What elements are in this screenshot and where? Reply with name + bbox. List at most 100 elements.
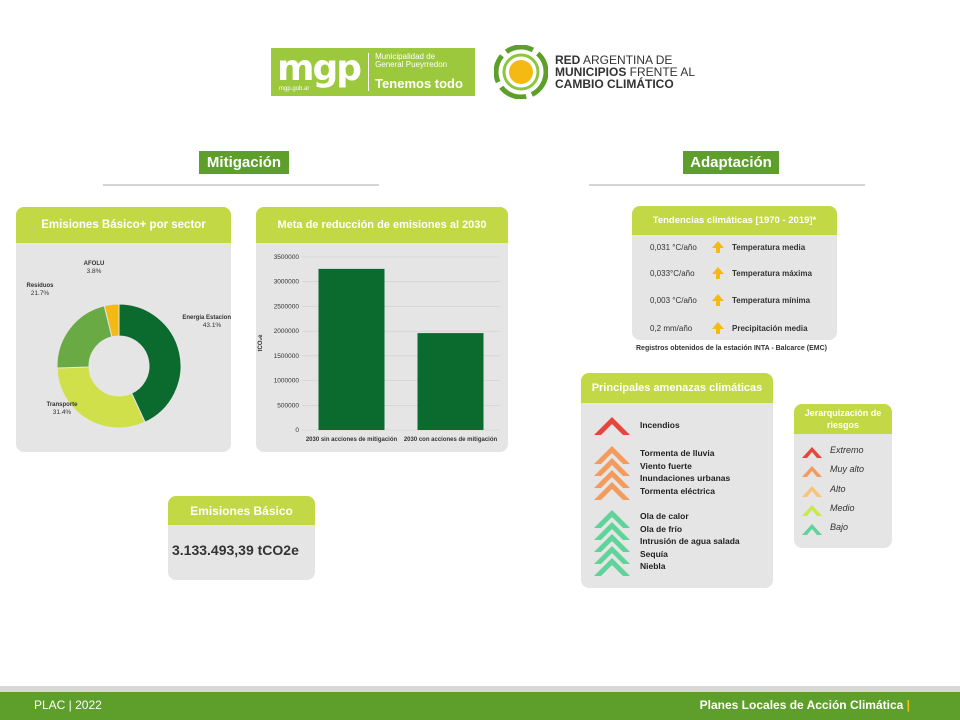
tendencias-card: Tendencias climáticas [1970 - 2019]* 0,0… [632,206,837,340]
section-divider [589,184,865,186]
threat-item: Viento fuerte [640,460,692,471]
donut-slice-value: 3.8% [87,268,102,275]
y-tick-label: 0 [295,427,299,434]
donut-chart: Energía Estacionaria43.1% Transporte31.4%… [26,261,231,429]
bar-card-title: Meta de reducción de emisiones al 2030 [256,207,508,243]
chevron-up-icon [594,482,630,500]
mgp-muni-line1: Municipalidad de [375,52,436,61]
donut-card-title: Emisiones Básico+ por sector [16,207,231,243]
chevron-up-icon [802,524,822,535]
threat-item: Tormenta eléctrica [640,485,715,496]
trend-name: Temperatura media [732,243,806,252]
legend-item: Medio [802,503,855,519]
chevron-up-icon [802,466,822,477]
threat-item: Incendios [640,420,680,430]
chevron-up-icon [594,558,630,576]
legend-label: Muy alto [830,464,865,474]
footer-right-text: Planes Locales de Acción Climática | [699,698,910,712]
bar-card: Meta de reducción de emisiones al 2030 0… [256,207,508,452]
legend-label: Alto [830,484,846,494]
trend-value: 0,031 °C/año [650,243,697,252]
y-axis-label: tCO₂e [258,334,264,352]
y-tick-label: 2000000 [274,328,300,335]
trend-name: Temperatura mínima [732,296,811,305]
section-title-mitigacion: Mitigación [199,151,289,174]
donut-slice-value: 31.4% [53,409,72,416]
legend-item: Bajo [802,522,848,538]
legend-item: Alto [802,484,846,500]
chevron-up-icon [802,486,822,497]
mgp-muni-line2: General Pueyrredon [375,60,448,69]
y-tick-label: 3000000 [274,279,300,286]
legend-item: Muy alto [802,464,864,480]
threat-group-extremo: Incendios [640,419,680,432]
donut-slice [56,366,146,429]
trend-name: Temperatura máxima [732,269,812,278]
tendencias-note: Registros obtenidos de la estación INTA … [636,345,827,352]
chevron-up-icon [594,417,630,435]
section-divider [103,184,379,186]
trend-row: 0,003 °C/año Temperatura mínima [632,294,837,308]
bar [318,268,385,430]
x-tick-label: 2030 con acciones de mitigación [404,437,498,443]
basico-card: Emisiones Básico 3.133.493,39 tCO2e [168,496,315,580]
donut-card: Emisiones Básico+ por sector Energía Est… [16,207,231,452]
donut-slice-label: AFOLU [84,261,105,267]
arrow-up-icon [712,267,724,279]
y-tick-label: 3500000 [274,254,300,261]
jerarquia-card: Jerarquización de riesgos Extremo Muy alt… [794,404,892,548]
threat-item: Inundaciones urbanas [640,473,731,483]
chevron-up-icon [594,546,630,564]
ram-logo-icon [494,45,548,99]
y-tick-label: 1500000 [274,353,300,360]
chevron-up-icon [594,510,630,528]
chevron-up-icon [802,447,822,458]
tendencias-card-title: Tendencias climáticas [1970 - 2019]* [632,206,837,235]
jerarquia-card-title: Jerarquización de riesgos [794,404,892,434]
basico-value: 3.133.493,39 tCO2e [172,542,299,558]
footer: PLAC | 2022 Planes Locales de Acción Cli… [0,692,960,720]
donut-slice-label: Transporte [46,402,78,408]
chevron-up-icon [802,505,822,516]
donut-slice-label: Residuos [26,283,54,289]
trend-value: 0,003 °C/año [650,296,697,305]
threat-group-muy-alto: Tormenta de lluvia Viento fuerte Inundacio… [640,447,730,497]
chevron-up-icon [594,470,630,488]
chevron-up-icon [594,534,630,552]
mgp-logo-url: mgp.gob.ar [279,86,310,92]
donut-slice [56,305,113,369]
threat-item: Intrusión de agua salada [640,536,740,546]
trend-value: 0,2 mm/año [650,324,693,333]
amenazas-card-title: Principales amenazas climáticas [581,373,773,403]
arrow-up-icon [712,241,724,253]
bar [417,333,484,430]
section-title-adaptacion: Adaptación [683,151,779,174]
arrow-up-icon [712,322,724,334]
threat-item: Ola de frío [640,523,683,534]
legend-label: Bajo [830,522,849,532]
trend-name: Precipitación media [732,324,808,333]
y-tick-label: 2500000 [274,303,300,310]
donut-slice-value: 21.7% [31,290,50,297]
legend-label: Medio [830,503,855,513]
legend-label: Extremo [830,445,864,455]
chevron-up-icon [594,446,630,464]
y-tick-label: 1000000 [274,378,300,385]
threat-group-bajo: Ola de calor Ola de frío Intrusión de agua… [640,510,740,573]
mgp-logo-word: mgp [277,48,362,89]
threat-item: Sequía [640,548,668,559]
mgp-logo: mgp mgp.gob.ar Municipalidad de General … [271,48,475,96]
donut-slice [103,303,120,338]
x-tick-label: 2030 sin acciones de mitigación [306,437,398,443]
donut-slice-label: Energía Estacionaria [182,315,231,321]
footer-stripe [0,686,960,692]
y-tick-label: 500000 [277,402,299,409]
chevron-up-icon [594,522,630,540]
donut-slice [118,303,182,423]
legend-item: Extremo [802,445,864,461]
trend-row: 0,031 °C/año Temperatura media [632,241,837,255]
arrow-up-icon [712,294,724,306]
trend-value: 0,033°C/año [650,269,695,278]
bar-chart: 0 500000 1000000 1500000 2000000 2500000 30000… [258,254,500,443]
basico-card-title: Emisiones Básico [168,496,315,525]
